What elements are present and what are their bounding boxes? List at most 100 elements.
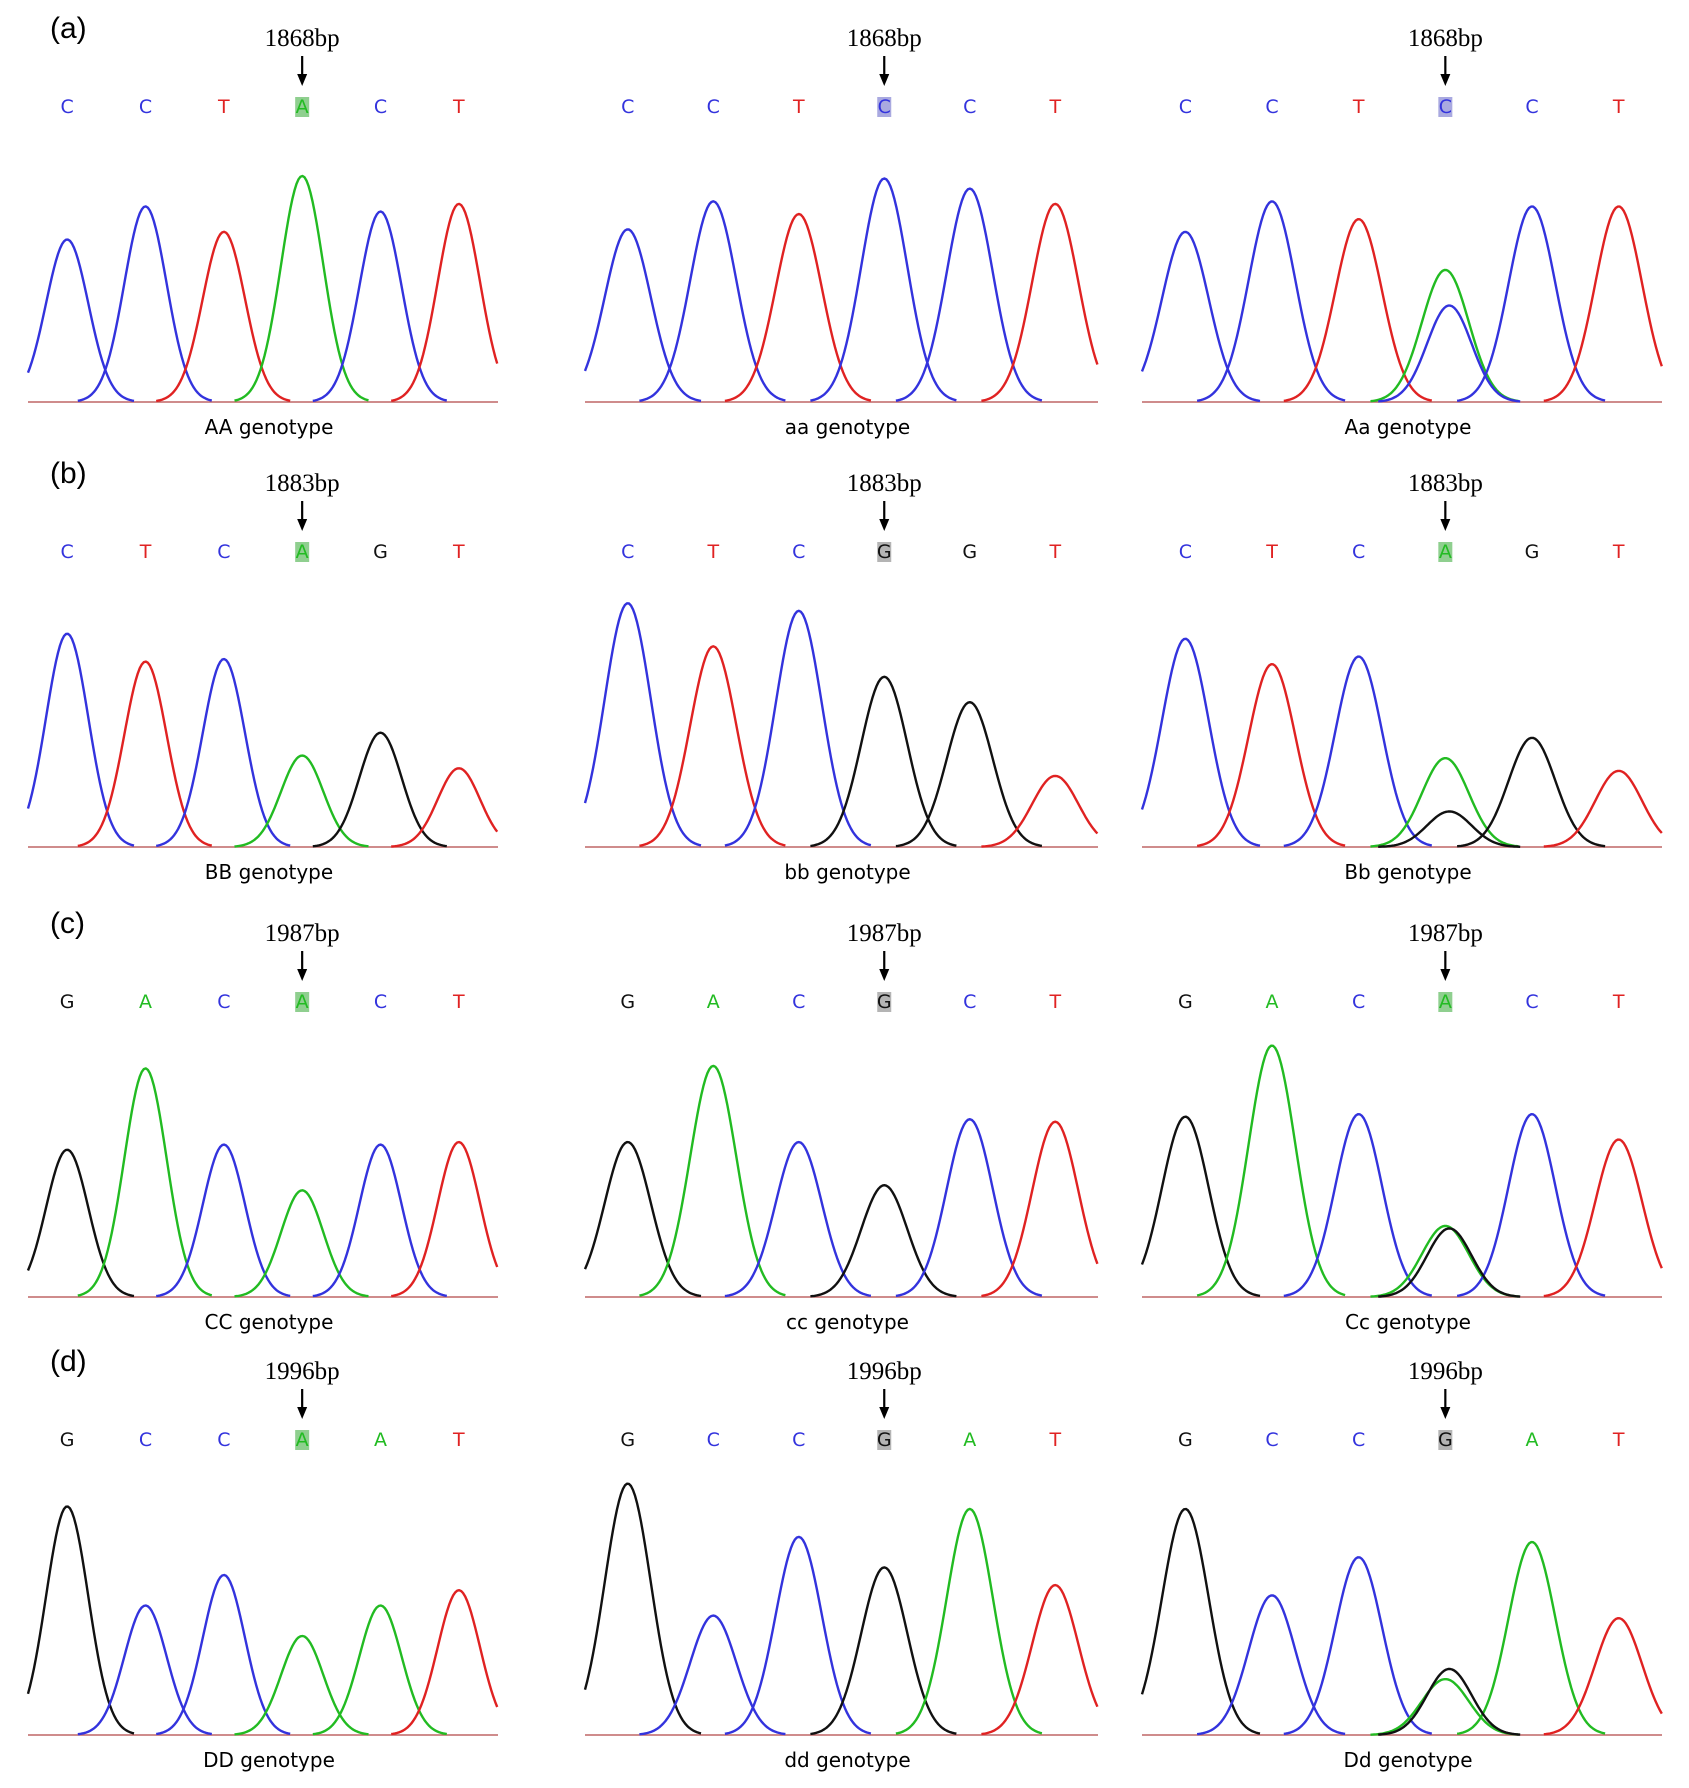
base-call: C [1525,96,1538,118]
base-call: A [707,991,720,1013]
base-highlight [877,97,892,117]
base-call: C [217,1429,230,1451]
trace-peak [810,177,957,402]
base-call: C [792,991,805,1013]
base-call: T [452,1429,465,1451]
trace-peak [312,210,448,403]
trace-peak [724,1140,872,1298]
trace-peak [234,1189,369,1298]
position-label: 1883bp [847,470,922,497]
genotype-label: Aa genotype [1345,415,1472,439]
trace-peak [981,1583,1099,1736]
base-call: G [962,541,977,563]
trace-peak [1456,1540,1606,1735]
trace-peak [1543,205,1663,402]
trace-peak [1140,637,1261,847]
base-call: T [706,541,719,563]
genotype-label: BB genotype [205,860,333,884]
trace-peak [1283,218,1433,403]
arrow-head-icon [297,969,308,981]
row-label: (a) [50,12,87,45]
trace-peak [77,660,213,848]
trace-peak [1140,1507,1261,1735]
base-highlight [1438,992,1453,1012]
trace-peak [391,1589,499,1736]
base-highlight [1438,97,1453,117]
base-call: C [61,96,74,118]
base-call: G [60,1429,75,1451]
trace-peak [1283,1113,1433,1298]
base-call: A [1526,1429,1539,1451]
trace-peak [810,675,957,848]
base-call: C [707,96,720,118]
position-label: 1868bp [265,25,340,52]
position-label: 1987bp [847,920,922,947]
chromatogram-panel: 1868bp C C T C C Taa genotype [583,25,1099,439]
position-label: 1883bp [265,470,340,497]
row-label: (b) [50,457,87,490]
trace-peak [639,1614,786,1736]
trace-peak [1196,1044,1346,1297]
base-call: G [60,991,75,1013]
base-call: C [792,541,805,563]
position-label: 1996bp [847,1358,922,1385]
base-highlight [295,992,310,1012]
base-call: C [217,541,230,563]
base-call: T [1048,991,1061,1013]
trace-peak [155,657,291,848]
base-highlight [295,542,310,562]
figure-row-0: (a) 1868bp C C T A C T AA genotype 1868bp C C T C C Taa… [26,12,1663,439]
base-call: C [963,96,976,118]
trace-peak [810,1566,957,1736]
base-call: T [452,991,465,1013]
trace-peak [312,1604,448,1736]
arrow-head-icon [1440,519,1451,531]
trace-peak [810,1184,957,1298]
trace-secondary-peak [1378,1667,1521,1736]
chromatogram-panel: 1883bp C T C A G T Bb genotype [1140,470,1663,884]
trace-peak [1196,663,1346,848]
figure-row-1: (b) 1883bp C T C A G T BB genotype 1883bp C T C G G Tbb… [26,457,1663,884]
base-call: T [1612,1429,1625,1451]
genotype-label: AA genotype [205,415,334,439]
chromatogram-panel: 1987bp G A C A C T CC genotype [26,920,499,1334]
arrow-head-icon [1440,74,1451,86]
base-call: C [963,991,976,1013]
chromatogram-panel: 1883bp C T C A G T BB genotype [26,470,499,884]
base-call: A [1266,991,1279,1013]
base-call: T [1612,96,1625,118]
arrow-head-icon [297,74,308,86]
chromatogram-panel: 1868bp C C T A C T AA genotype [26,25,499,439]
trace-peak [77,1067,213,1297]
row-label: (c) [50,907,85,940]
base-call: A [374,1429,387,1451]
chromatogram-panel: 1987bp G A C A C T Cc genotype [1140,920,1663,1334]
arrow-head-icon [297,519,308,531]
genotype-label: Dd genotype [1343,1748,1472,1772]
chromatogram-panel: 1996bp G C C G A T Dd genotype [1140,1358,1663,1772]
base-call: C [1352,991,1365,1013]
base-call: C [1352,1429,1365,1451]
trace-peak [1370,1678,1519,1736]
base-call: T [1048,96,1061,118]
base-call: C [878,96,891,118]
trace-peak [1140,230,1261,403]
base-call: G [620,1429,635,1451]
base-call: G [1178,1429,1193,1451]
position-label: 1868bp [1408,25,1483,52]
arrow-head-icon [879,519,890,531]
trace-peak [895,1118,1043,1298]
base-call: C [621,541,634,563]
trace-peak [26,1505,135,1735]
base-call: T [452,541,465,563]
base-call: C [1179,541,1192,563]
base-call: T [1612,991,1625,1013]
base-highlight [1438,1430,1453,1450]
trace-peak [724,212,872,403]
trace-secondary-peak [1378,810,1521,848]
base-call: C [374,96,387,118]
base-call: C [1352,541,1365,563]
base-call: G [1525,541,1540,563]
base-call: A [296,96,309,118]
